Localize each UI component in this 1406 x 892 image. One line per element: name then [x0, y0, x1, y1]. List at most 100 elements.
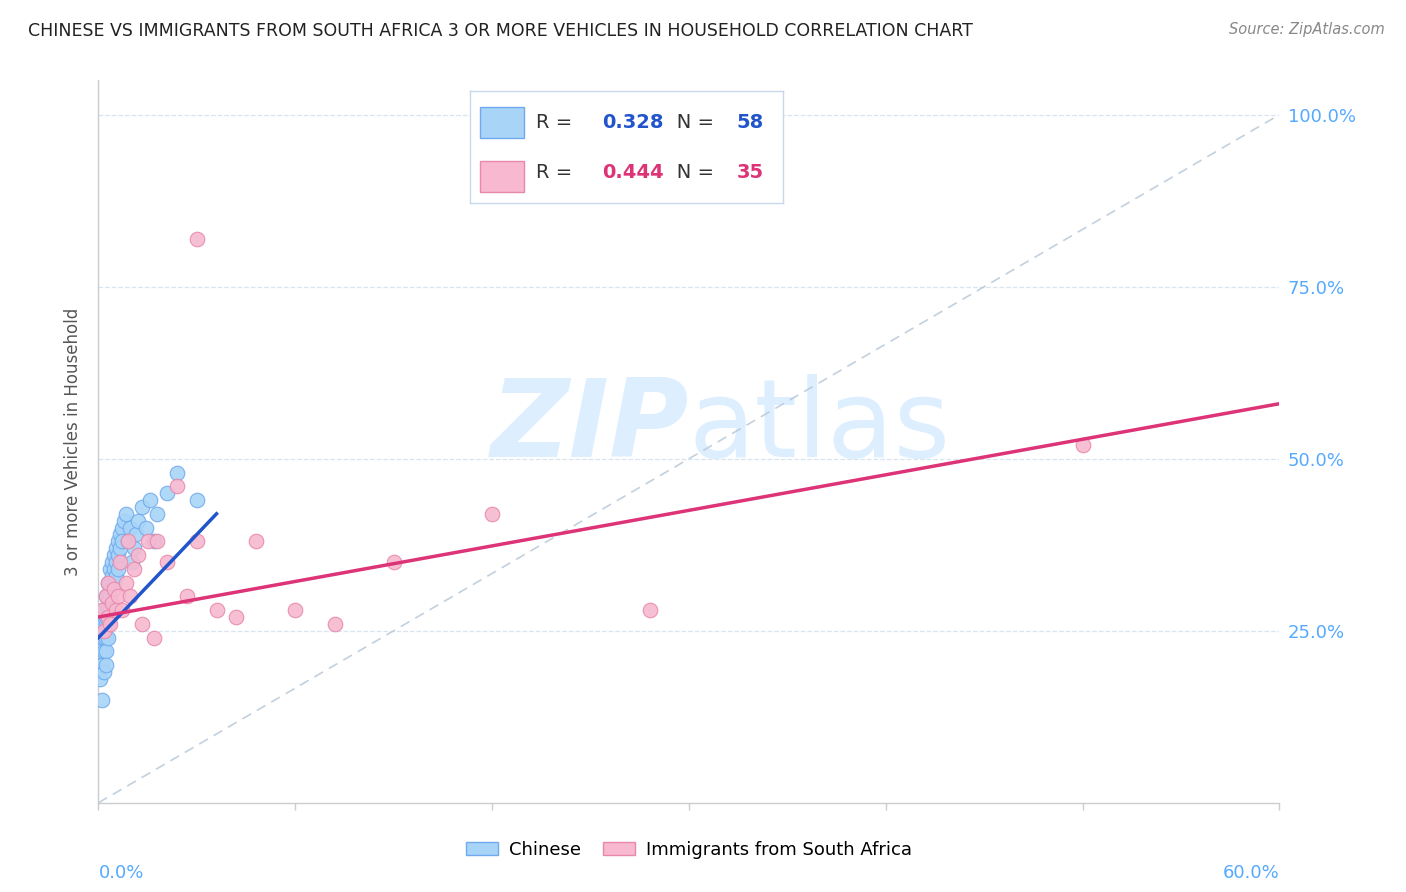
- Point: [98, 575, 121, 590]
- Point: [91, 610, 114, 624]
- Point: [166, 479, 188, 493]
- Point: [98, 590, 121, 604]
- Point: [93, 644, 115, 658]
- Point: [131, 500, 153, 514]
- Point: [108, 541, 131, 556]
- Point: [112, 514, 135, 528]
- Point: [89, 644, 111, 658]
- Point: [107, 534, 129, 549]
- Point: [111, 603, 134, 617]
- Text: 0.0%: 0.0%: [98, 864, 143, 882]
- Point: [103, 575, 125, 590]
- Point: [105, 568, 128, 582]
- Point: [121, 555, 143, 569]
- Point: [481, 507, 503, 521]
- Point: [96, 603, 118, 617]
- Point: [118, 520, 141, 534]
- Point: [135, 520, 157, 534]
- Point: [142, 534, 165, 549]
- Point: [108, 555, 131, 569]
- Point: [93, 616, 115, 631]
- Point: [146, 507, 169, 521]
- Point: [91, 658, 114, 673]
- Point: [118, 590, 141, 604]
- Point: [105, 555, 128, 569]
- Point: [98, 562, 121, 576]
- Point: [146, 534, 169, 549]
- Point: [225, 610, 247, 624]
- Point: [97, 631, 120, 645]
- Point: [131, 616, 153, 631]
- Point: [166, 466, 188, 480]
- Point: [122, 541, 145, 556]
- Point: [186, 534, 208, 549]
- Text: Source: ZipAtlas.com: Source: ZipAtlas.com: [1229, 22, 1385, 37]
- Y-axis label: 3 or more Vehicles in Household: 3 or more Vehicles in Household: [65, 308, 83, 575]
- Point: [111, 534, 134, 549]
- Point: [245, 534, 267, 549]
- Point: [103, 562, 125, 576]
- Point: [103, 548, 125, 562]
- Point: [138, 493, 160, 508]
- Point: [105, 603, 128, 617]
- Point: [101, 596, 124, 610]
- Point: [186, 493, 208, 508]
- Legend: Chinese, Immigrants from South Africa: Chinese, Immigrants from South Africa: [458, 834, 920, 866]
- Point: [97, 616, 120, 631]
- Point: [382, 555, 405, 569]
- Point: [96, 590, 118, 604]
- Point: [97, 610, 120, 624]
- Point: [176, 590, 198, 604]
- Point: [117, 534, 139, 549]
- Point: [101, 582, 124, 597]
- Point: [101, 568, 124, 582]
- Point: [97, 575, 120, 590]
- Point: [127, 548, 149, 562]
- Point: [91, 624, 114, 638]
- Point: [127, 514, 149, 528]
- Point: [96, 631, 118, 645]
- Point: [93, 603, 115, 617]
- Text: CHINESE VS IMMIGRANTS FROM SOUTH AFRICA 3 OR MORE VEHICLES IN HOUSEHOLD CORRELAT: CHINESE VS IMMIGRANTS FROM SOUTH AFRICA …: [28, 22, 973, 40]
- Point: [107, 562, 129, 576]
- Point: [115, 575, 138, 590]
- Point: [107, 590, 129, 604]
- Text: 60.0%: 60.0%: [1223, 864, 1279, 882]
- Text: ZIP: ZIP: [491, 374, 689, 480]
- Point: [156, 555, 179, 569]
- Point: [205, 603, 228, 617]
- Point: [96, 616, 118, 631]
- Point: [103, 582, 125, 597]
- Point: [96, 644, 118, 658]
- Point: [323, 616, 346, 631]
- Point: [91, 603, 114, 617]
- Point: [97, 575, 120, 590]
- Point: [93, 631, 115, 645]
- Point: [93, 665, 115, 679]
- Point: [156, 486, 179, 500]
- Point: [96, 658, 118, 673]
- Point: [638, 603, 661, 617]
- Point: [97, 603, 120, 617]
- Point: [117, 534, 139, 549]
- Point: [142, 631, 165, 645]
- Point: [122, 562, 145, 576]
- Point: [98, 616, 121, 631]
- Point: [97, 590, 120, 604]
- Point: [136, 534, 159, 549]
- Point: [96, 590, 118, 604]
- Point: [186, 231, 208, 245]
- Point: [93, 624, 115, 638]
- Text: atlas: atlas: [689, 374, 950, 480]
- Point: [107, 548, 129, 562]
- Point: [105, 541, 128, 556]
- Point: [115, 507, 138, 521]
- Point: [89, 672, 111, 686]
- Point: [1071, 438, 1094, 452]
- Point: [108, 527, 131, 541]
- Point: [111, 520, 134, 534]
- Point: [284, 603, 307, 617]
- Point: [125, 527, 148, 541]
- Point: [101, 555, 124, 569]
- Point: [98, 603, 121, 617]
